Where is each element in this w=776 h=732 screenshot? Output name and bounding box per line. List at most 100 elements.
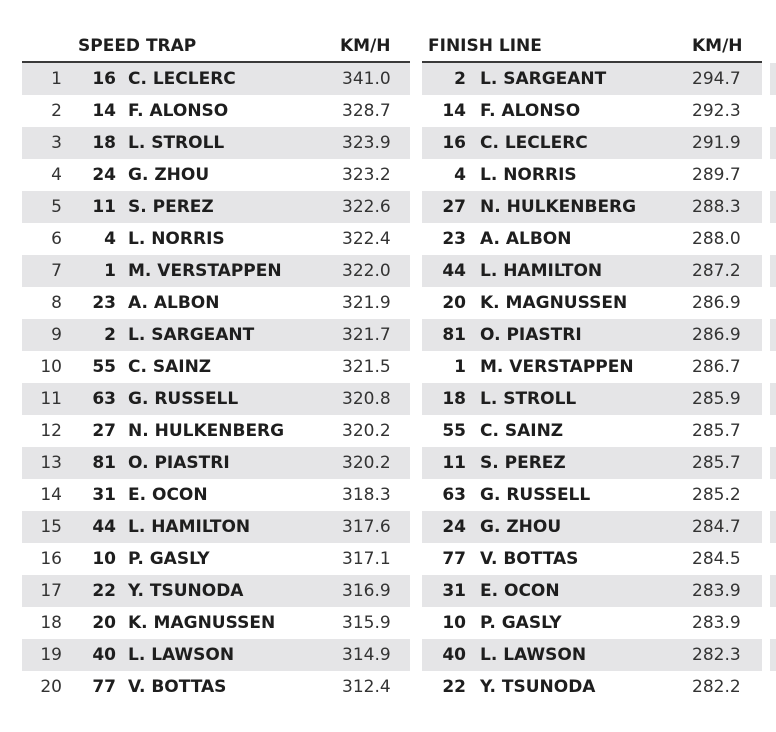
driver-cell: C. SAINZ (128, 357, 212, 377)
table-row: 20 77 V. BOTTAS 312.4 (22, 671, 410, 703)
position-cell: 5 (51, 197, 62, 217)
speed-trap-header: SPEED TRAP KM/H (22, 30, 410, 63)
car-number-cell: 11 (442, 453, 466, 473)
driver-cell: Y. TSUNODA (128, 581, 244, 601)
car-number-cell: 27 (92, 421, 116, 441)
driver-cell: G. ZHOU (128, 165, 210, 185)
driver-cell: M. VERSTAPPEN (480, 357, 634, 377)
table-row: 4 L. NORRIS 289.7 (422, 159, 762, 191)
table-row: 20 K. MAGNUSSEN 286.9 (422, 287, 762, 319)
table-row: 22 Y. TSUNODA 282.2 (422, 671, 762, 703)
driver-cell: L. LAWSON (128, 645, 235, 665)
car-number-cell: 77 (442, 549, 466, 569)
driver-cell: G. ZHOU (480, 517, 562, 537)
speed-cell: 317.6 (342, 517, 391, 537)
speed-cell: 288.0 (692, 229, 741, 249)
speed-cell: 284.7 (692, 517, 741, 537)
position-cell: 7 (51, 261, 62, 281)
driver-cell: N. HULKENBERG (480, 197, 637, 217)
cropped-row-shade (770, 255, 776, 287)
speed-cell: 320.2 (342, 421, 391, 441)
finish-line-unit-header: KM/H (692, 36, 743, 56)
driver-cell: C. LECLERC (480, 133, 588, 153)
table-row: 1 16 C. LECLERC 341.0 (22, 63, 410, 95)
car-number-cell: 31 (92, 485, 116, 505)
speed-cell: 318.3 (342, 485, 391, 505)
position-cell: 17 (40, 581, 62, 601)
speed-cell: 316.9 (342, 581, 391, 601)
cropped-row-shade (770, 511, 776, 543)
car-number-cell: 24 (442, 517, 466, 537)
driver-cell: A. ALBON (480, 229, 572, 249)
speed-cell: 312.4 (342, 677, 391, 697)
table-row: 12 27 N. HULKENBERG 320.2 (22, 415, 410, 447)
driver-cell: L. NORRIS (480, 165, 577, 185)
table-row: 17 22 Y. TSUNODA 316.9 (22, 575, 410, 607)
speed-cell: 322.4 (342, 229, 391, 249)
position-cell: 20 (40, 677, 62, 697)
driver-cell: L. HAMILTON (128, 517, 251, 537)
speed-cell: 322.0 (342, 261, 391, 281)
finish-line-title: FINISH LINE (428, 36, 542, 56)
finish-line-table: FINISH LINE KM/H 2 L. SARGEANT 294.7 14 F. A… (422, 30, 762, 703)
table-row: 11 S. PEREZ 285.7 (422, 447, 762, 479)
speed-cell: 321.9 (342, 293, 391, 313)
cropped-row-shade (770, 319, 776, 351)
table-row: 1 M. VERSTAPPEN 286.7 (422, 351, 762, 383)
driver-cell: S. PEREZ (480, 453, 566, 473)
speed-cell: 320.8 (342, 389, 391, 409)
position-cell: 6 (51, 229, 62, 249)
driver-cell: O. PIASTRI (480, 325, 582, 345)
speed-cell: 285.9 (692, 389, 741, 409)
position-cell: 15 (40, 517, 62, 537)
position-cell: 16 (40, 549, 62, 569)
car-number-cell: 14 (442, 101, 466, 121)
speed-cell: 321.5 (342, 357, 391, 377)
table-row: 18 L. STROLL 285.9 (422, 383, 762, 415)
driver-cell: E. OCON (128, 485, 208, 505)
cropped-row-shade (770, 191, 776, 223)
table-row: 6 4 L. NORRIS 322.4 (22, 223, 410, 255)
car-number-cell: 27 (442, 197, 466, 217)
position-cell: 10 (40, 357, 62, 377)
car-number-cell: 23 (442, 229, 466, 249)
car-number-cell: 1 (454, 357, 466, 377)
speed-cell: 287.2 (692, 261, 741, 281)
speed-cell: 284.5 (692, 549, 741, 569)
table-row: 10 P. GASLY 283.9 (422, 607, 762, 639)
car-number-cell: 20 (92, 613, 116, 633)
driver-cell: V. BOTTAS (128, 677, 227, 697)
driver-cell: L. HAMILTON (480, 261, 603, 281)
table-row: 44 L. HAMILTON 287.2 (422, 255, 762, 287)
speed-cell: 321.7 (342, 325, 391, 345)
car-number-cell: 31 (442, 581, 466, 601)
table-row: 11 63 G. RUSSELL 320.8 (22, 383, 410, 415)
car-number-cell: 14 (92, 101, 116, 121)
position-cell: 4 (51, 165, 62, 185)
position-cell: 14 (40, 485, 62, 505)
table-row: 27 N. HULKENBERG 288.3 (422, 191, 762, 223)
car-number-cell: 63 (92, 389, 116, 409)
car-number-cell: 22 (92, 581, 116, 601)
driver-cell: E. OCON (480, 581, 560, 601)
speed-cell: 323.9 (342, 133, 391, 153)
car-number-cell: 4 (454, 165, 466, 185)
car-number-cell: 1 (104, 261, 116, 281)
table-row: 7 1 M. VERSTAPPEN 322.0 (22, 255, 410, 287)
table-row: 2 L. SARGEANT 294.7 (422, 63, 762, 95)
table-row: 10 55 C. SAINZ 321.5 (22, 351, 410, 383)
table-row: 14 F. ALONSO 292.3 (422, 95, 762, 127)
position-cell: 18 (40, 613, 62, 633)
position-cell: 3 (51, 133, 62, 153)
driver-cell: F. ALONSO (128, 101, 229, 121)
car-number-cell: 44 (442, 261, 466, 281)
position-cell: 13 (40, 453, 62, 473)
driver-cell: L. NORRIS (128, 229, 225, 249)
speed-cell: 286.9 (692, 325, 741, 345)
driver-cell: G. RUSSELL (128, 389, 239, 409)
speed-trap-table: SPEED TRAP KM/H 1 16 C. LECLERC 341.0 2 14 F. … (22, 30, 410, 703)
speed-cell: 282.2 (692, 677, 741, 697)
table-row: 81 O. PIASTRI 286.9 (422, 319, 762, 351)
car-number-cell: 24 (92, 165, 116, 185)
driver-cell: O. PIASTRI (128, 453, 230, 473)
